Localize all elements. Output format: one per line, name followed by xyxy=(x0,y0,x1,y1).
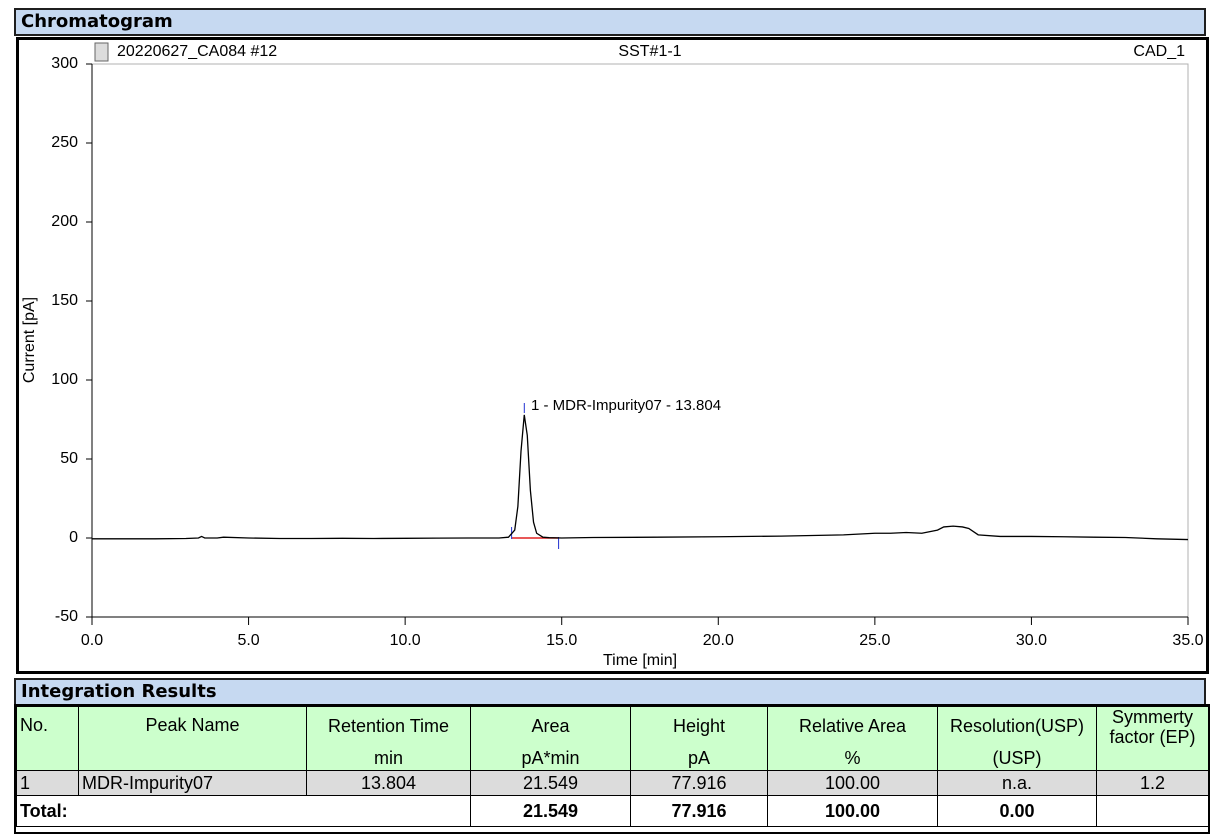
chart: 20220627_CA084 #12 SST#1-1 CAD_1 Current… xyxy=(16,37,1209,674)
unit-cell: (USP) xyxy=(937,746,1097,771)
cell: n.a. xyxy=(937,770,1097,796)
x-tick-label: 10.0 xyxy=(390,632,421,649)
unit-cell: min xyxy=(306,746,471,771)
unit-cell: pA*min xyxy=(470,746,631,771)
y-tick-label: 0 xyxy=(69,529,78,546)
file-icon xyxy=(94,42,109,62)
peak-annotation: 1 - MDR-Impurity07 - 13.804 xyxy=(531,397,721,414)
results-table: No. Peak Name Retention Time Area Height… xyxy=(16,706,1209,827)
detector: CAD_1 xyxy=(1133,43,1185,60)
x-tick-label: 25.0 xyxy=(859,632,890,649)
chart-frame xyxy=(16,37,1209,674)
y-tick-label: 200 xyxy=(51,213,78,230)
header-cell: Resolution(USP) xyxy=(937,706,1097,746)
x-tick-label: 30.0 xyxy=(1016,632,1047,649)
total-cell: 0.00 xyxy=(937,795,1097,827)
sample-name: 20220627_CA084 #12 xyxy=(117,43,277,60)
x-tick-label: 15.0 xyxy=(546,632,577,649)
y-axis-label: Current [pA] xyxy=(21,297,38,383)
unit-cell: pA xyxy=(630,746,768,771)
cell: 13.804 xyxy=(306,770,471,796)
total-cell: 100.00 xyxy=(767,795,938,827)
total-cell xyxy=(1096,795,1209,827)
y-tick-label: 100 xyxy=(51,371,78,388)
header-cell: Area xyxy=(470,706,631,746)
section-title: Integration Results xyxy=(14,678,1206,706)
header-cell: No. xyxy=(16,706,79,771)
x-tick-label: 20.0 xyxy=(703,632,734,649)
chart-title: SST#1-1 xyxy=(618,43,681,60)
cell: MDR-Impurity07 xyxy=(78,770,307,796)
cell: 77.916 xyxy=(630,770,768,796)
y-tick-label: 300 xyxy=(51,55,78,72)
total-cell: 77.916 xyxy=(630,795,768,827)
x-tick-label: 0.0 xyxy=(81,632,103,649)
header-cell: Peak Name xyxy=(78,706,307,771)
total-cell: 21.549 xyxy=(470,795,631,827)
cell: 100.00 xyxy=(767,770,938,796)
y-tick-label: 250 xyxy=(51,134,78,151)
header-cell: Retention Time xyxy=(306,706,471,746)
trace xyxy=(92,414,1189,541)
unit-cell: % xyxy=(767,746,938,771)
table-frame xyxy=(14,704,1210,834)
x-tick-label: 35.0 xyxy=(1172,632,1203,649)
y-tick-label: 150 xyxy=(51,292,78,309)
x-tick-label: 5.0 xyxy=(237,632,259,649)
cell: 1.2 xyxy=(1096,770,1209,796)
plot-frame xyxy=(91,63,1189,618)
header-cell: Height xyxy=(630,706,768,746)
total-label: Total: xyxy=(16,795,471,827)
cell: 21.549 xyxy=(470,770,631,796)
header-cell: Relative Area xyxy=(767,706,938,746)
header-cell: Symmerty factor (EP) xyxy=(1096,706,1209,771)
y-tick-label: -50 xyxy=(55,608,78,625)
y-tick-label: 50 xyxy=(60,450,78,467)
section-title: Chromatogram xyxy=(14,8,1206,36)
cell: 1 xyxy=(16,770,79,796)
x-axis-label: Time [min] xyxy=(603,652,677,669)
